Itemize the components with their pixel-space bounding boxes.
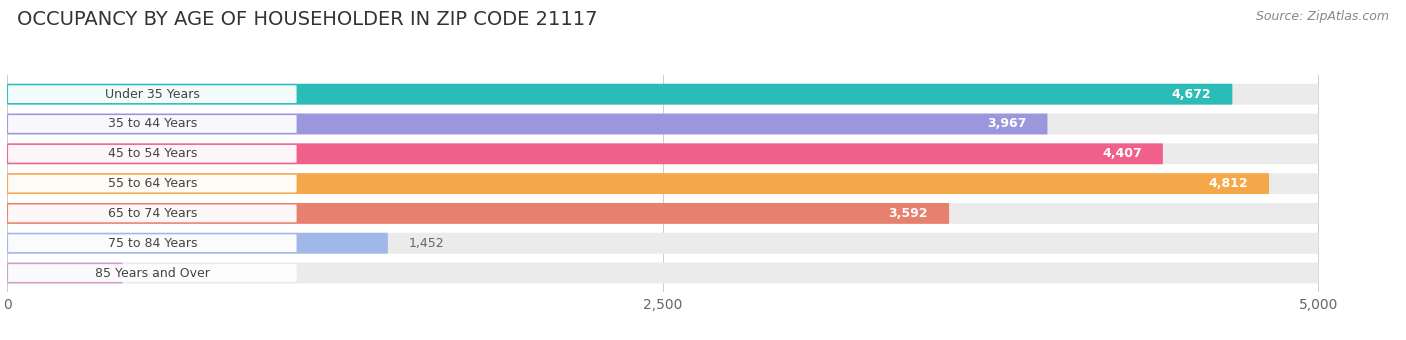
Text: 3,967: 3,967 bbox=[987, 118, 1026, 131]
Text: 4,812: 4,812 bbox=[1209, 177, 1249, 190]
FancyBboxPatch shape bbox=[7, 173, 1270, 194]
FancyBboxPatch shape bbox=[8, 175, 297, 192]
FancyBboxPatch shape bbox=[8, 205, 297, 222]
Text: Under 35 Years: Under 35 Years bbox=[105, 88, 200, 101]
Text: 55 to 64 Years: 55 to 64 Years bbox=[108, 177, 197, 190]
Text: 4,407: 4,407 bbox=[1102, 147, 1142, 160]
FancyBboxPatch shape bbox=[7, 173, 1319, 194]
FancyBboxPatch shape bbox=[7, 143, 1163, 164]
Text: 65 to 74 Years: 65 to 74 Years bbox=[108, 207, 197, 220]
FancyBboxPatch shape bbox=[7, 84, 1319, 105]
Text: 85 Years and Over: 85 Years and Over bbox=[94, 267, 209, 279]
FancyBboxPatch shape bbox=[8, 234, 297, 252]
FancyBboxPatch shape bbox=[8, 145, 297, 163]
FancyBboxPatch shape bbox=[8, 115, 297, 133]
FancyBboxPatch shape bbox=[7, 84, 1233, 105]
FancyBboxPatch shape bbox=[8, 264, 297, 282]
Text: 75 to 84 Years: 75 to 84 Years bbox=[108, 237, 197, 250]
FancyBboxPatch shape bbox=[7, 203, 949, 224]
Text: 4,672: 4,672 bbox=[1171, 88, 1212, 101]
FancyBboxPatch shape bbox=[8, 85, 297, 103]
FancyBboxPatch shape bbox=[7, 262, 122, 284]
FancyBboxPatch shape bbox=[7, 203, 1319, 224]
FancyBboxPatch shape bbox=[7, 233, 388, 254]
Text: 440: 440 bbox=[143, 267, 167, 279]
FancyBboxPatch shape bbox=[7, 143, 1319, 164]
Text: Source: ZipAtlas.com: Source: ZipAtlas.com bbox=[1256, 10, 1389, 23]
FancyBboxPatch shape bbox=[7, 262, 1319, 284]
Text: 1,452: 1,452 bbox=[409, 237, 444, 250]
FancyBboxPatch shape bbox=[7, 114, 1319, 134]
Text: 3,592: 3,592 bbox=[889, 207, 928, 220]
Text: OCCUPANCY BY AGE OF HOUSEHOLDER IN ZIP CODE 21117: OCCUPANCY BY AGE OF HOUSEHOLDER IN ZIP C… bbox=[17, 10, 598, 29]
FancyBboxPatch shape bbox=[7, 114, 1047, 134]
Text: 35 to 44 Years: 35 to 44 Years bbox=[108, 118, 197, 131]
Text: 45 to 54 Years: 45 to 54 Years bbox=[108, 147, 197, 160]
FancyBboxPatch shape bbox=[7, 233, 1319, 254]
